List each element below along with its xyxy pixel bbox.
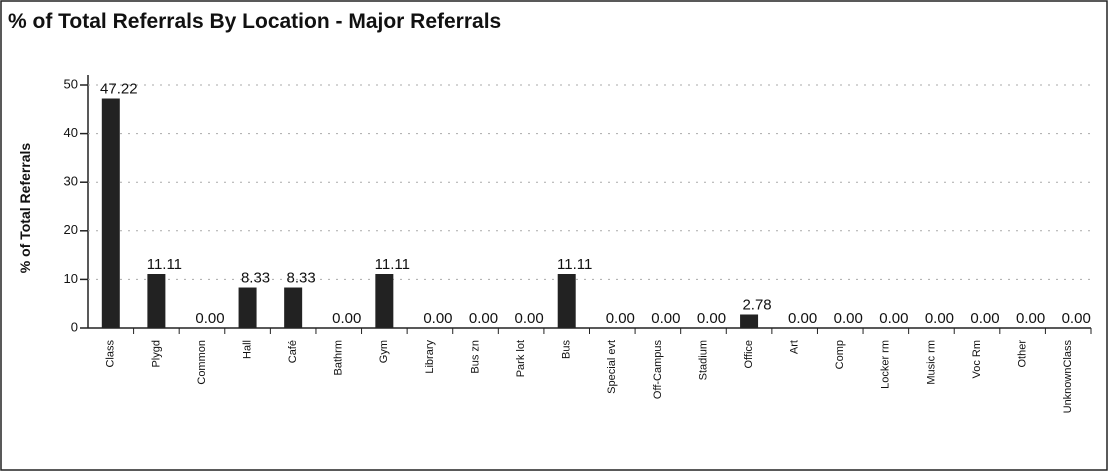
bar (101, 98, 120, 328)
x-tick-label: Special evt (606, 340, 618, 394)
value-label: 8.33 (241, 270, 270, 287)
value-label: 0.00 (788, 310, 817, 327)
x-tick-label: Gym (378, 340, 390, 363)
x-tick-label: Common (196, 340, 208, 385)
value-label: 0.00 (925, 310, 954, 327)
x-tick-label: Locker rm (880, 340, 892, 389)
value-label: 0.00 (469, 310, 498, 327)
y-tick-label: 20 (64, 222, 78, 237)
value-label: 47.22 (100, 81, 138, 98)
x-tick-label: Stadium (697, 340, 709, 380)
value-label: 0.00 (515, 310, 544, 327)
value-label: 11.11 (147, 256, 182, 273)
x-tick-label: Café (287, 340, 299, 363)
bar (375, 274, 394, 328)
bar (284, 287, 303, 328)
value-label: 11.11 (375, 256, 410, 273)
value-label: 0.00 (1016, 310, 1045, 327)
y-tick-label: 40 (64, 125, 78, 140)
x-tick-label: Bus (561, 340, 573, 359)
value-label: 0.00 (651, 310, 680, 327)
value-label: 0.00 (606, 310, 635, 327)
value-label: 11.11 (557, 256, 592, 273)
bar (147, 274, 166, 328)
value-label: 8.33 (287, 270, 316, 287)
value-label: 0.00 (1062, 310, 1091, 327)
bar (238, 287, 257, 328)
value-label: 0.00 (195, 310, 224, 327)
value-label: 0.00 (970, 310, 999, 327)
value-label: 0.00 (423, 310, 452, 327)
value-label: 0.00 (834, 310, 863, 327)
bar (557, 274, 576, 328)
x-tick-label: Off-Campus (652, 340, 664, 400)
x-tick-label: Bathrm (333, 340, 345, 375)
value-label: 0.00 (332, 310, 361, 327)
y-tick-label: 50 (64, 76, 78, 91)
chart-title: % of Total Referrals By Location - Major… (8, 10, 501, 33)
x-tick-label: Comp (834, 340, 846, 369)
x-tick-label: Bus zn (469, 340, 481, 374)
x-tick-label: Hall (241, 340, 253, 359)
bar (740, 314, 759, 328)
x-tick-label: Plygd (150, 340, 162, 368)
value-label: 0.00 (879, 310, 908, 327)
x-tick-label: Class (105, 340, 117, 368)
y-tick-label: 10 (64, 271, 78, 286)
value-label: 2.78 (742, 296, 771, 313)
x-tick-label: Voc Rm (971, 340, 983, 379)
x-tick-label: Other (1017, 340, 1029, 368)
x-tick-label: Music rm (925, 340, 937, 385)
x-tick-label: Library (424, 340, 436, 374)
x-tick-label: Art (789, 340, 801, 354)
x-tick-label: Office (743, 340, 755, 369)
x-tick-label: Park lot (515, 340, 527, 377)
value-label: 0.00 (697, 310, 726, 327)
y-tick-label: 30 (64, 174, 78, 189)
y-axis-label: % of Total Referrals (17, 143, 33, 274)
y-tick-label: 0 (71, 319, 78, 334)
x-tick-label: UnknownClass (1062, 340, 1074, 414)
